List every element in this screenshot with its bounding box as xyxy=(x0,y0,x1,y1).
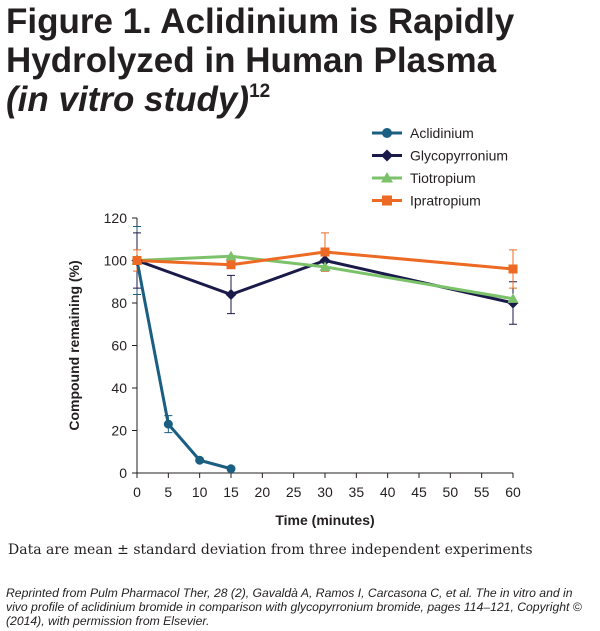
x-tick-label: 60 xyxy=(505,484,521,500)
x-tick-label: 55 xyxy=(474,484,490,500)
x-tick-label: 50 xyxy=(443,484,459,500)
aclidinium-line xyxy=(135,260,232,471)
legend-glycopyrronium-label: Glycopyrronium xyxy=(410,148,508,164)
aclidinium-point xyxy=(195,455,205,465)
y-axis-title: Compound remaining (%) xyxy=(66,260,82,430)
x-tick-label: 20 xyxy=(255,484,271,500)
legend-glycopyrronium-marker xyxy=(381,149,393,162)
aclidinium-point xyxy=(226,464,236,474)
x-tick-label: 25 xyxy=(286,484,302,500)
series-lines xyxy=(135,250,514,471)
glycopyrronium-point xyxy=(319,255,331,266)
source-citation: Reprinted from Pulm Pharmacol Ther, 28 (… xyxy=(6,586,582,628)
aclidinium-point xyxy=(163,419,173,429)
tiotropium-line xyxy=(136,254,514,301)
legend: Aclidinium Glycopyrronium Tiotropium Ipratr… xyxy=(372,125,508,209)
x-tick-label: 30 xyxy=(317,484,333,500)
ipratropium-point xyxy=(132,256,142,265)
legend-tiotropium-marker xyxy=(381,172,393,183)
series-markers xyxy=(131,247,519,474)
title-line-3: (in vitro study)12 xyxy=(6,80,594,119)
x-tick-label: 5 xyxy=(164,484,172,500)
x-tick-label: 0 xyxy=(133,484,141,500)
tiotropium-point xyxy=(225,250,237,261)
glycopyrronium-point xyxy=(225,289,237,300)
ipratropium-point xyxy=(226,260,236,270)
y-tick-label: 0 xyxy=(119,465,127,481)
legend-aclidinium-label: Aclidinium xyxy=(410,125,474,141)
legend-ipratropium-marker xyxy=(382,195,392,206)
title-reference-superscript: 12 xyxy=(249,81,271,102)
axes: 0 20 40 60 80 100 120 0 5 10 15 20 25 30 35 40 45 50 55 60 xyxy=(104,210,521,500)
legend-aclidinium-marker xyxy=(382,128,392,138)
legend-ipratropium-label: Ipratropium xyxy=(410,193,481,209)
ipratropium-line xyxy=(136,250,514,271)
tiotropium-point xyxy=(507,293,519,303)
y-tick-label: 80 xyxy=(111,295,127,311)
x-tick-label: 45 xyxy=(411,484,427,500)
x-axis-title: Time (minutes) xyxy=(275,512,374,528)
x-tick-label: 35 xyxy=(349,484,365,500)
x-tick-label: 40 xyxy=(380,484,396,500)
tiotropium-point xyxy=(319,261,331,271)
figure-title: Figure 1. Aclidinium is Rapidly Hydrolyz… xyxy=(6,2,594,119)
y-tick-label: 100 xyxy=(104,253,128,269)
y-tick-label: 120 xyxy=(104,210,128,226)
legend-tiotropium-label: Tiotropium xyxy=(410,170,476,186)
title-italic-part: (in vitro study) xyxy=(6,80,250,119)
x-tick-label: 15 xyxy=(223,484,239,500)
title-line-1: Figure 1. Aclidinium is Rapidly xyxy=(6,2,515,41)
y-tick-label: 60 xyxy=(111,338,127,354)
ipratropium-point xyxy=(320,247,330,257)
y-tick-label: 40 xyxy=(111,380,127,396)
footnote: Data are mean ± standard deviation from … xyxy=(8,542,533,558)
title-line-2: Hydrolyzed in Human Plasma xyxy=(6,41,497,80)
ipratropium-point xyxy=(508,264,518,274)
y-tick-label: 20 xyxy=(111,423,127,439)
x-tick-label: 10 xyxy=(192,484,208,500)
